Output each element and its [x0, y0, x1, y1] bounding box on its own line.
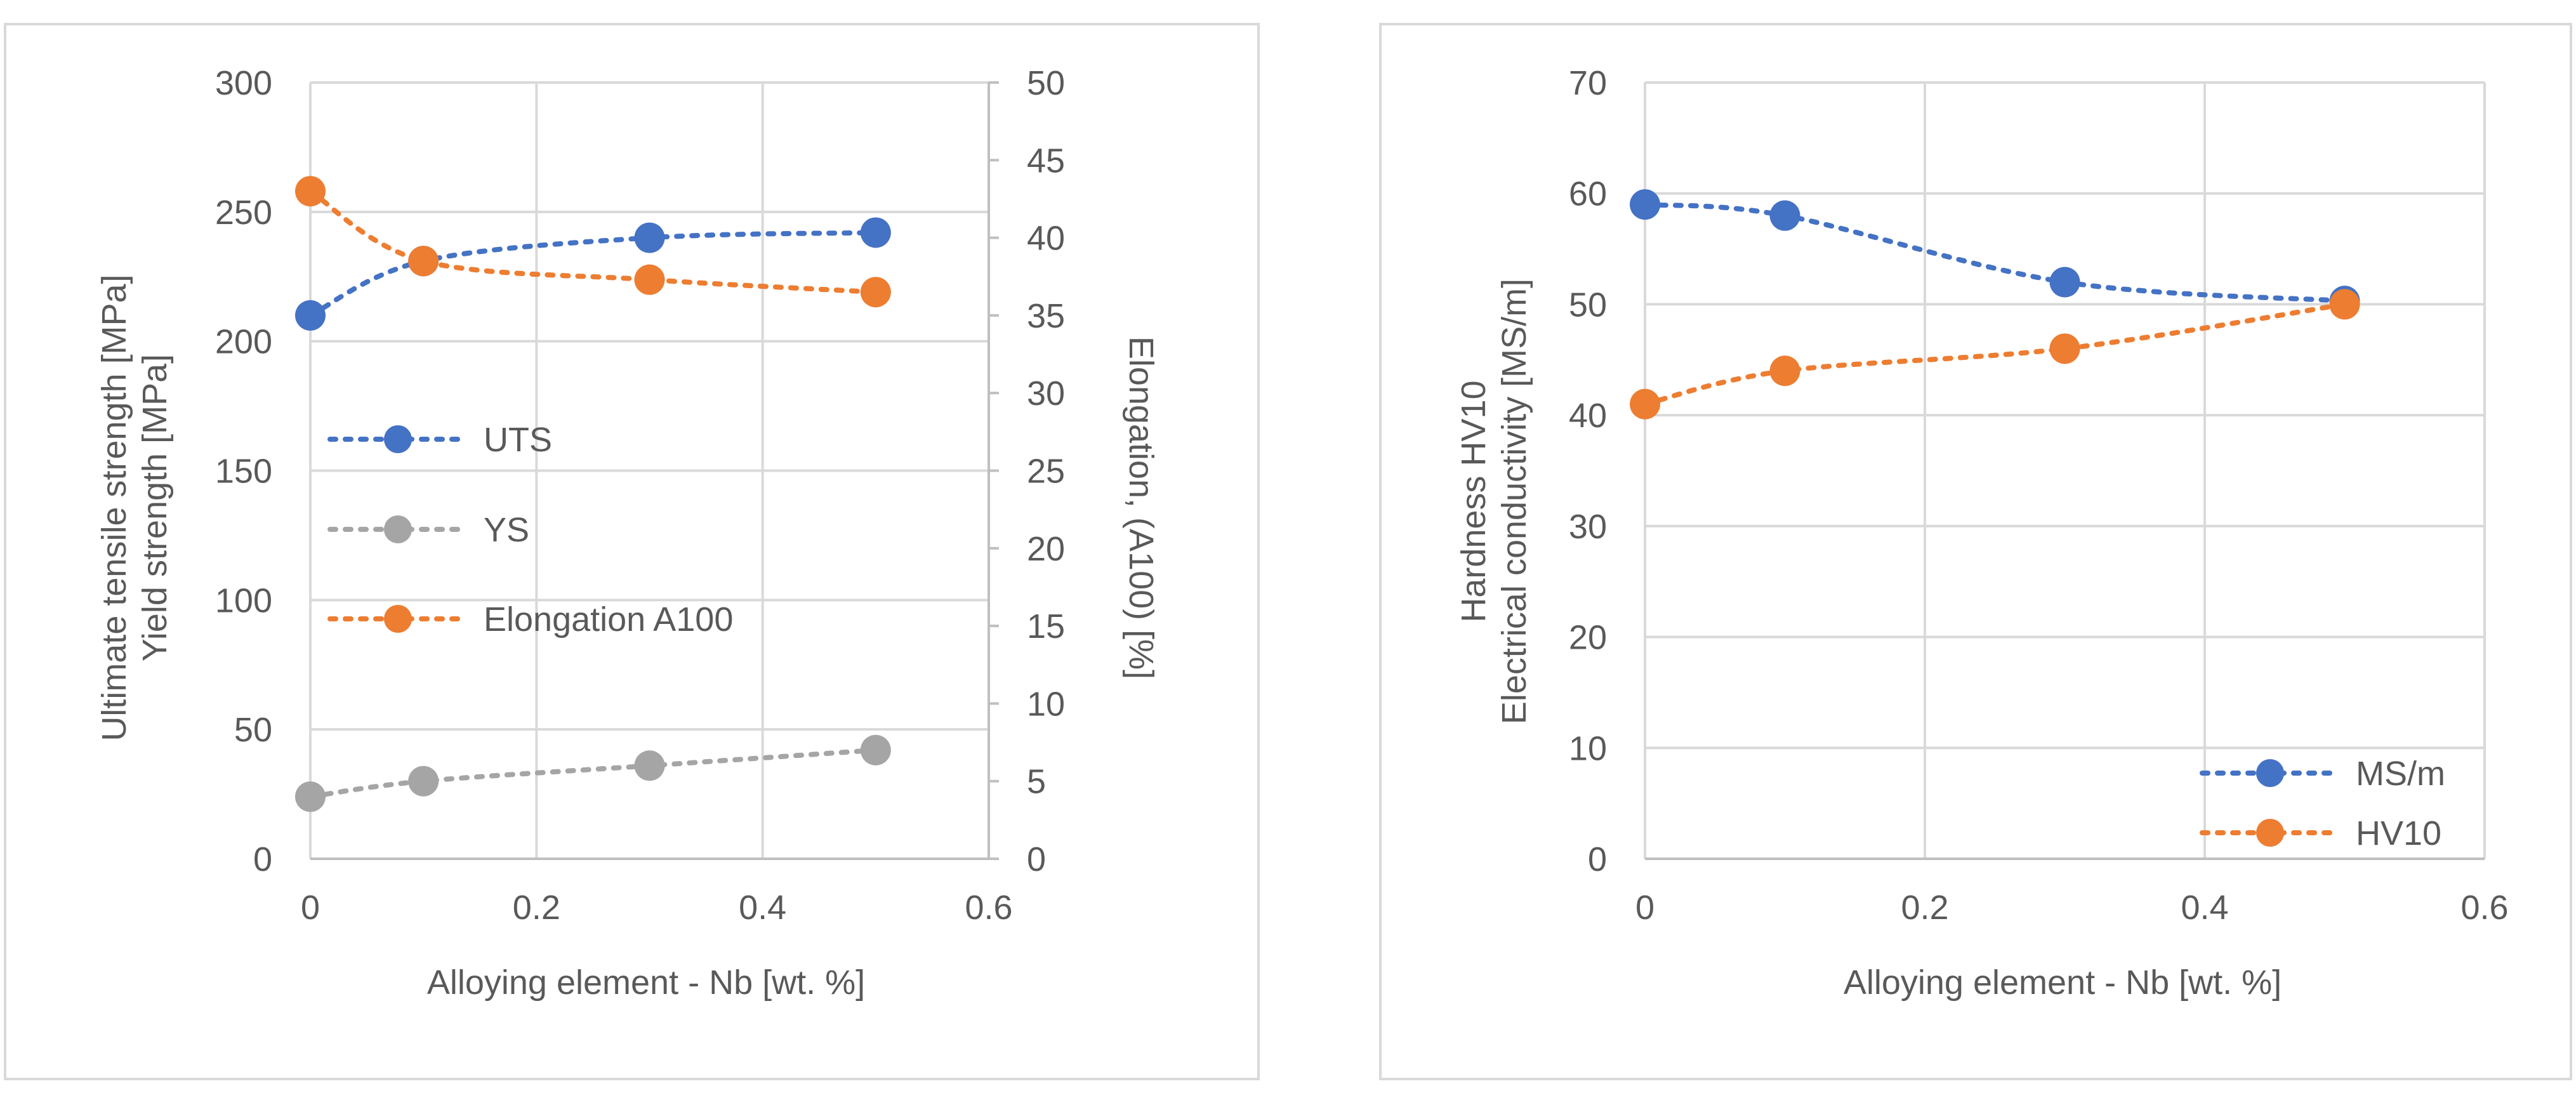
data-point	[1769, 200, 1800, 231]
chart-1-y2-axis-title: Elongation, (A100) [%]	[1122, 336, 1160, 679]
series-line	[1642, 301, 2348, 407]
y2-tick-label: 40	[1027, 220, 1065, 258]
chart-1-gridlines	[309, 81, 999, 860]
y2-tick-label: 5	[1027, 763, 1046, 801]
chart-1-y-axis-title-line-1: Ultimate tensile strength [MPa]	[95, 274, 133, 741]
x-tick-label: 0.2	[513, 889, 560, 927]
legend-marker	[384, 515, 412, 543]
y-tick-label: 200	[215, 323, 272, 361]
data-point	[2329, 289, 2360, 320]
data-point	[2049, 333, 2080, 364]
y-tick-label: 300	[215, 64, 272, 102]
legend-label: UTS	[484, 421, 552, 459]
y2-tick-label: 45	[1027, 142, 1065, 180]
chart-2-frame	[1379, 23, 2572, 1080]
legend-label: MS/m	[2356, 755, 2445, 793]
data-point	[2049, 267, 2080, 298]
series-line	[308, 747, 878, 800]
series-line	[308, 189, 878, 295]
legend-marker	[384, 425, 412, 453]
chart-1-tick-labels: 0 50 100 150 200 250 300 0 0.2 0.4 0.6 0 5 10 15 20 25 30…	[215, 64, 1065, 927]
y2-tick-label: 20	[1027, 530, 1065, 568]
y2-tick-label: 35	[1027, 297, 1065, 335]
chart-2-gridlines	[1644, 81, 2486, 860]
data-point	[634, 264, 665, 295]
data-point	[1630, 189, 1660, 220]
legend-marker	[2256, 819, 2284, 847]
legend-marker	[2256, 759, 2284, 787]
y2-tick-label: 0	[1027, 840, 1046, 878]
legend-label: Elongation A100	[484, 600, 733, 639]
legend-marker	[384, 605, 412, 633]
chart-1-legend: UTS YS Elongation A100	[327, 421, 733, 639]
chart-1-frame	[4, 23, 1260, 1080]
chart-1-tensile: 0 50 100 150 200 250 300 0 0.2 0.4 0.6 0 5 10 15 20 25 30…	[95, 64, 1160, 1002]
legend-label: YS	[484, 511, 529, 549]
x-tick-label: 0.6	[965, 889, 1012, 927]
x-tick-label: 0.6	[2460, 889, 2508, 927]
chart-2-x-axis-title: Alloying element - Nb [wt. %]	[1844, 964, 2282, 1002]
y2-tick-label: 25	[1027, 453, 1065, 491]
chart-1-series	[295, 176, 891, 812]
y-tick-label: 0	[253, 840, 272, 878]
data-point	[295, 300, 326, 331]
y-tick-label: 60	[1569, 175, 1607, 213]
series-line	[1642, 202, 2348, 304]
data-point	[408, 765, 439, 797]
y-tick-label: 40	[1569, 397, 1607, 435]
y-tick-label: 20	[1569, 619, 1607, 657]
chart-2-legend: MS/m HV10	[2200, 755, 2445, 852]
data-point	[295, 176, 326, 207]
x-tick-label: 0.4	[2181, 889, 2228, 927]
y-tick-label: 70	[1569, 64, 1607, 102]
chart-2-tick-labels: 0 10 20 30 40 50 60 70 0 0.2 0.4 0.6	[1569, 64, 2509, 927]
data-point	[634, 222, 665, 253]
y-tick-label: 10	[1569, 729, 1607, 767]
chart-2-y-axis-title-line-2: Electrical conductivity [MS/m]	[1495, 279, 1533, 724]
chart-2-series	[1630, 189, 2360, 420]
data-point	[1630, 388, 1660, 420]
chart-2-y-axis-title-line-1: Hardness HV10	[1455, 380, 1493, 622]
y-tick-label: 0	[1588, 840, 1607, 878]
chart-1-x-axis-title: Alloying element - Nb [wt. %]	[427, 964, 865, 1002]
data-point	[634, 750, 665, 781]
legend-label: HV10	[2356, 814, 2441, 852]
data-point	[295, 781, 326, 812]
y-tick-label: 30	[1569, 508, 1607, 546]
chart-1-y-axis-title-line-2: Yield strength [MPa]	[136, 354, 174, 661]
data-point	[408, 246, 439, 277]
chart-2-conductivity: 0 10 20 30 40 50 60 70 0 0.2 0.4 0.6 Alloying eleme…	[1455, 64, 2509, 1002]
x-tick-label: 0.4	[739, 889, 786, 927]
x-tick-label: 0.2	[1901, 889, 1948, 927]
x-tick-label: 0	[301, 889, 320, 927]
data-point	[860, 217, 891, 248]
y-tick-label: 100	[215, 581, 272, 619]
y-tick-label: 250	[215, 194, 272, 232]
y2-tick-label: 15	[1027, 607, 1065, 646]
x-tick-label: 0	[1635, 889, 1655, 927]
y2-tick-label: 50	[1027, 64, 1065, 102]
y-tick-label: 50	[234, 711, 272, 749]
data-point	[860, 277, 891, 308]
series-line	[308, 230, 878, 318]
y-tick-label: 150	[215, 453, 272, 491]
data-point	[860, 734, 891, 765]
y2-tick-label: 10	[1027, 685, 1065, 723]
y2-tick-label: 30	[1027, 374, 1065, 413]
data-point	[1769, 355, 1800, 387]
y-tick-label: 50	[1569, 286, 1607, 324]
